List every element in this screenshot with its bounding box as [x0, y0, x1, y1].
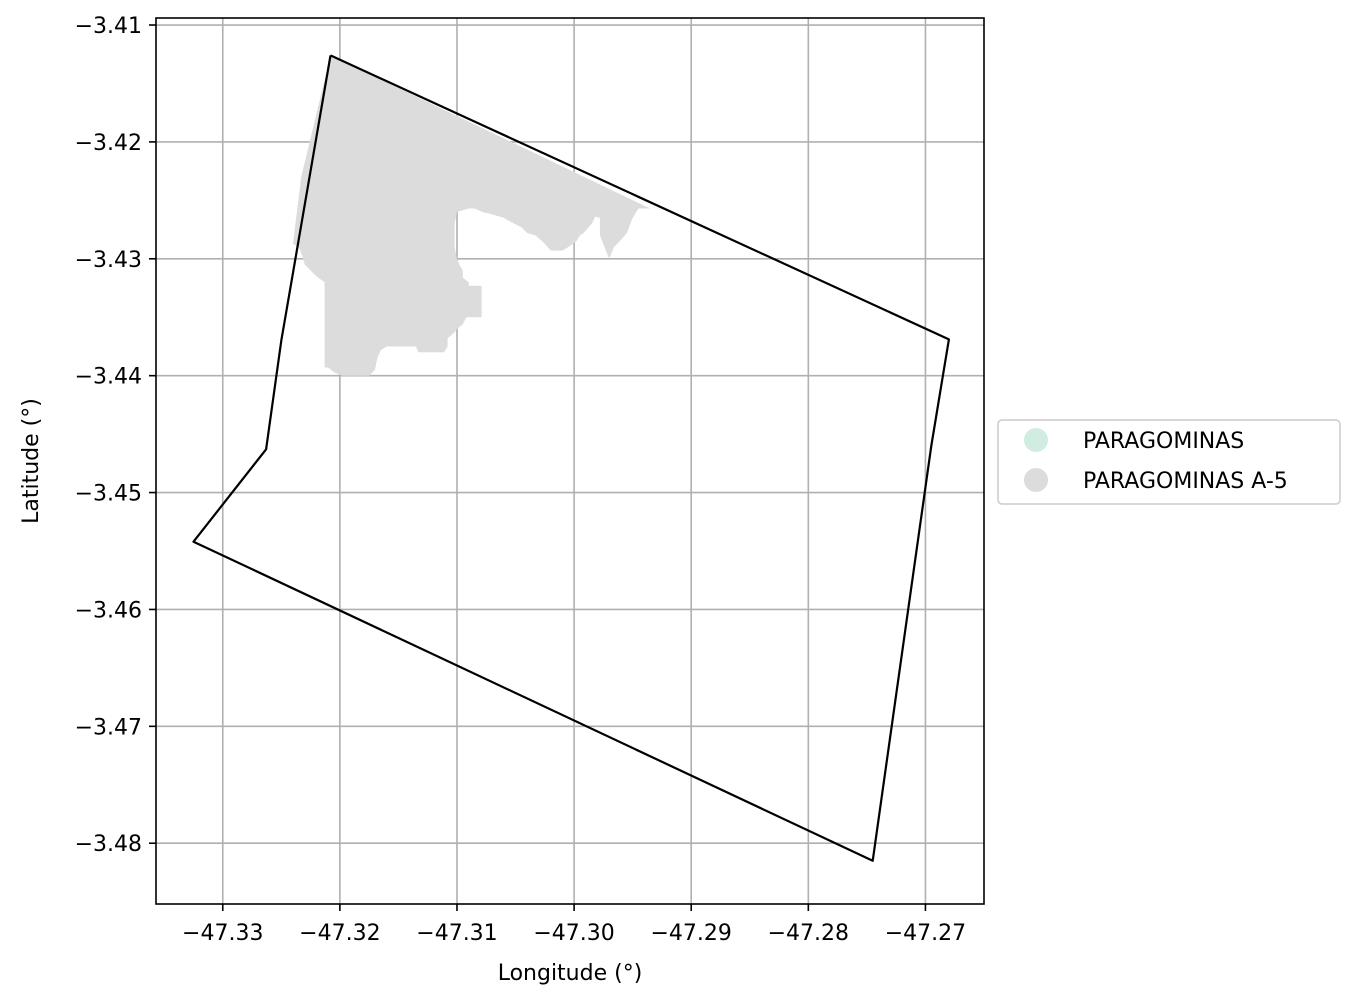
legend-marker [1024, 468, 1048, 492]
y-tick-label: −3.43 [75, 248, 142, 273]
map-regions [293, 55, 651, 376]
x-axis-ticks: −47.33 −47.32 −47.31 −47.30 −47.29 −47.28 −47.… [182, 904, 966, 946]
boundary-outline [192, 54, 951, 862]
x-tick-label: −47.30 [533, 921, 614, 946]
legend-frame [997, 419, 1341, 505]
y-tick-label: −3.48 [75, 832, 142, 857]
y-axis-ticks: −3.41 −3.42 −3.43 −3.44 −3.45 −3.46 −3.47 −3.48 [75, 14, 156, 857]
x-tick-label: −47.28 [768, 921, 849, 946]
plot-frame [155, 17, 985, 905]
y-axis-label: Latitude (°) [19, 398, 44, 524]
legend-marker [1024, 428, 1048, 452]
legend: PARAGOMINAS PARAGOMINAS A-5 [997, 419, 1341, 505]
y-tick-label: −3.42 [75, 131, 142, 156]
boundary-outline-group [192, 54, 951, 862]
y-tick-label: −3.45 [75, 482, 142, 507]
y-tick-label: −3.41 [75, 14, 142, 39]
x-tick-label: −47.31 [416, 921, 497, 946]
y-tick-label: −3.46 [75, 598, 142, 623]
x-tick-label: −47.33 [182, 921, 263, 946]
x-axis-label: Longitude (°) [498, 961, 643, 986]
x-tick-label: −47.29 [651, 921, 732, 946]
y-tick-label: −3.44 [75, 365, 142, 390]
x-tick-label: −47.32 [299, 921, 380, 946]
x-tick-label: −47.27 [885, 921, 966, 946]
y-tick-label: −3.47 [75, 715, 142, 740]
legend-label: PARAGOMINAS [1083, 429, 1244, 454]
legend-label: PARAGOMINAS A-5 [1083, 469, 1288, 494]
region-paragominas-a5 [293, 55, 651, 376]
